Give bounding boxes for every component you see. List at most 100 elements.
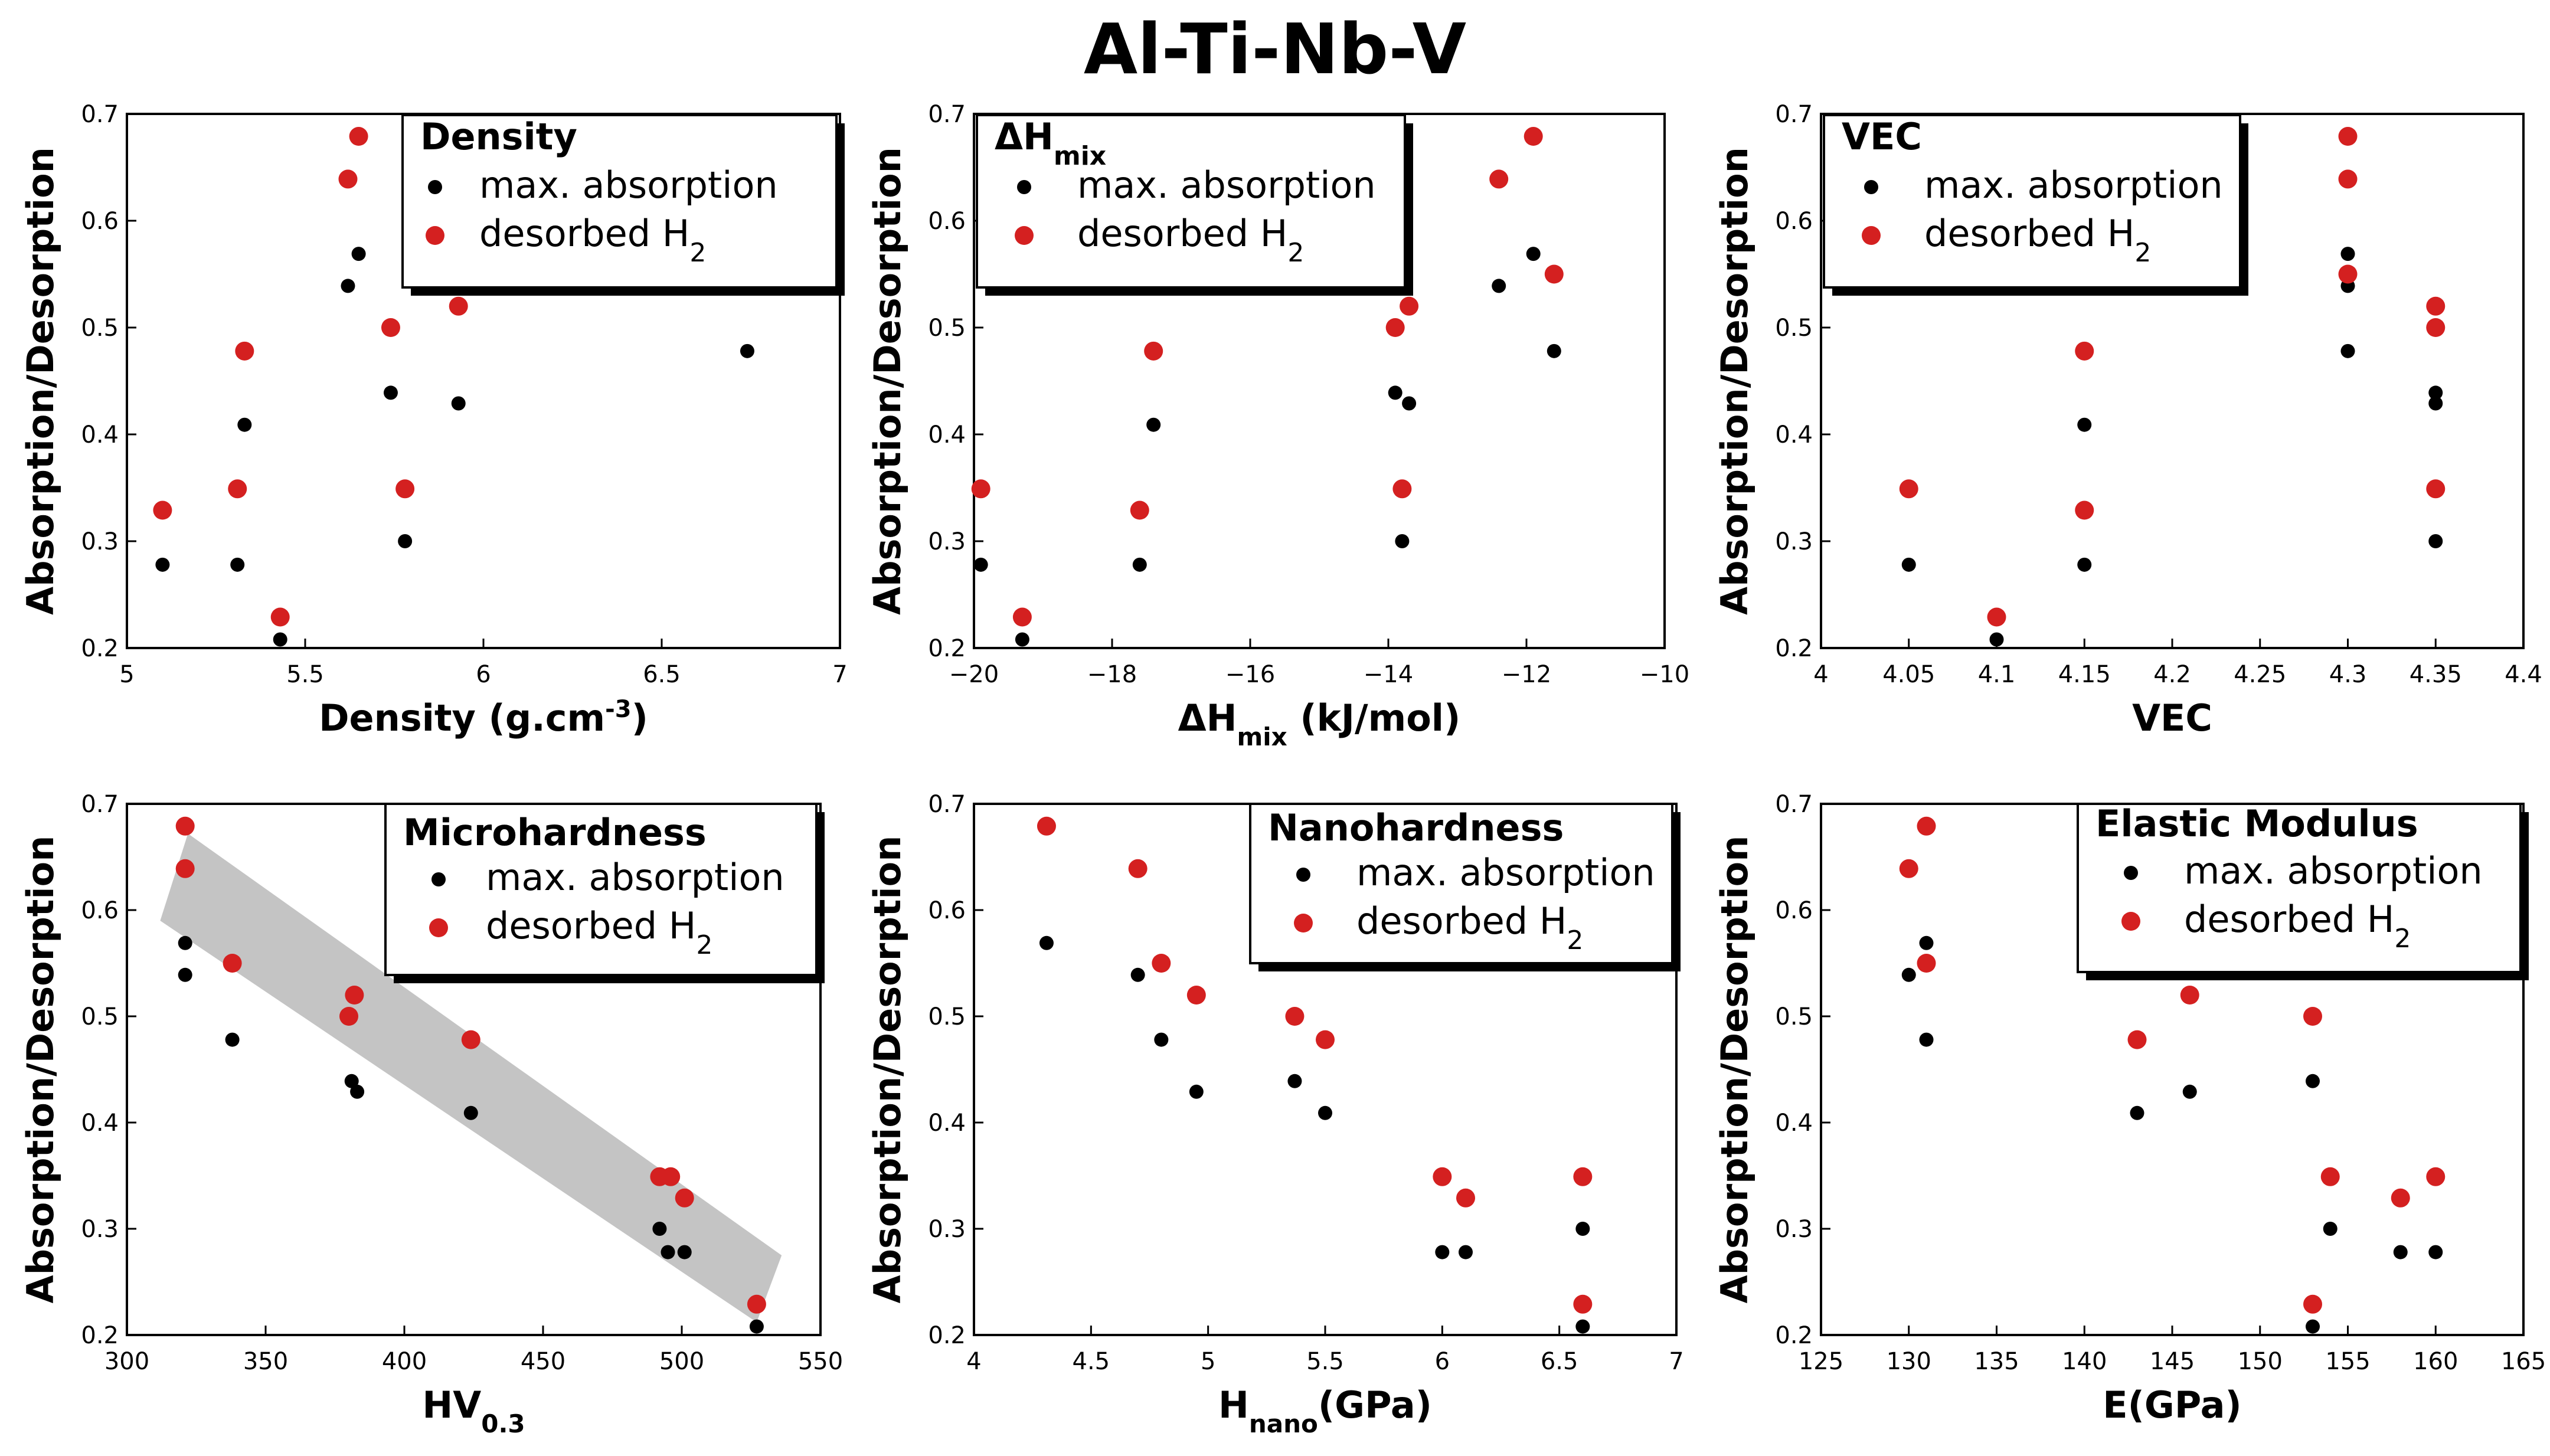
legend-absorption-marker xyxy=(431,872,446,886)
absorption-point xyxy=(383,385,398,400)
y-tick-label: 0.5 xyxy=(1775,1003,1813,1030)
legend-box xyxy=(976,114,1406,289)
x-axis-label: VEC xyxy=(2132,696,2212,740)
y-tick-label: 0.7 xyxy=(81,101,119,128)
desorbed-point xyxy=(2426,479,2446,499)
x-tick-label: 6.5 xyxy=(1541,1348,1578,1375)
legend-desorbed-marker xyxy=(2121,912,2140,931)
legend-desorbed-marker xyxy=(1862,226,1881,245)
y-tick-label: 0.2 xyxy=(81,635,119,662)
desorbed-point xyxy=(1917,954,1936,973)
legend-absorption-marker xyxy=(1864,180,1878,194)
absorption-point xyxy=(2428,534,2443,548)
legend-desorbed-marker xyxy=(1015,226,1034,245)
absorption-point xyxy=(1547,343,1561,358)
y-tick-label: 0.3 xyxy=(81,1216,119,1243)
legend-box xyxy=(401,114,838,289)
y-axis-label: Absorption/Desorption xyxy=(1713,147,1756,615)
y-tick-label: 0.2 xyxy=(928,1322,966,1349)
y-tick-label: 0.3 xyxy=(1775,1216,1813,1243)
y-tick-label: 0.4 xyxy=(928,421,966,449)
x-tick-label: −16 xyxy=(1225,661,1275,688)
trend-band xyxy=(160,833,782,1323)
absorption-point xyxy=(341,279,355,293)
x-tick-label: 150 xyxy=(2238,1348,2283,1375)
y-axis-label: Absorption/Desorption xyxy=(866,836,909,1304)
x-tick-label: 7 xyxy=(1669,1348,1683,1375)
absorption-point xyxy=(1402,396,1417,411)
absorption-point xyxy=(344,1074,359,1088)
x-tick-label: 5 xyxy=(119,661,134,688)
absorption-point xyxy=(2428,396,2443,411)
absorption-point xyxy=(1039,935,1054,950)
desorbed-point xyxy=(228,479,247,499)
legend-absorption-label: max. absorption xyxy=(1077,163,1376,207)
desorbed-point xyxy=(1899,859,1918,878)
y-tick-label: 0.5 xyxy=(81,1003,119,1030)
desorbed-point xyxy=(1392,479,1412,499)
absorption-point xyxy=(2340,343,2355,358)
desorbed-point xyxy=(235,341,254,361)
x-tick-label: 145 xyxy=(2150,1348,2195,1375)
y-axis-label: Absorption/Desorption xyxy=(866,147,909,615)
x-tick-label: 350 xyxy=(243,1348,288,1375)
legend-absorption-marker xyxy=(2124,866,2138,880)
absorption-point xyxy=(178,935,192,950)
y-tick-label: 0.6 xyxy=(81,897,119,924)
desorbed-point xyxy=(1128,859,1148,878)
desorbed-point xyxy=(1400,296,1419,316)
chart-panel-4: 300 350 400 450 500 550 0.2 0.3 0.4 0.5 0.6 0.7 HV0.… xyxy=(19,791,843,1438)
x-tick-label: 6.5 xyxy=(643,661,681,688)
desorbed-point xyxy=(2426,318,2446,337)
absorption-point xyxy=(1901,557,1916,572)
absorption-point xyxy=(1492,279,1506,293)
y-tick-label: 0.2 xyxy=(1775,635,1813,662)
absorption-point xyxy=(237,417,252,432)
y-axis-label: Absorption/Desorption xyxy=(19,147,62,615)
legend-absorption-label: max. absorption xyxy=(479,163,778,207)
desorbed-point xyxy=(1456,1188,1475,1208)
y-tick-label: 0.5 xyxy=(928,315,966,342)
absorption-point xyxy=(652,1222,667,1236)
chart-panel-3: 4 4.05 4.1 4.15 4.2 4.25 4.3 4.35 4.4 0.2 0.3 0.4 0.… xyxy=(1713,101,2542,740)
chart-panel-2: −20 −18 −16 −14 −12 −10 0.2 0.3 0.4 0.5 0.6 0.7 ΔHmi… xyxy=(866,101,1689,751)
desorbed-point xyxy=(381,318,400,337)
y-tick-label: 0.4 xyxy=(1775,1110,1813,1137)
legend-desorbed-label: desorbed H2 xyxy=(2184,898,2411,954)
x-tick-label: −14 xyxy=(1364,661,1413,688)
desorbed-point xyxy=(1316,1030,1335,1049)
absorption-point xyxy=(973,557,988,572)
desorbed-point xyxy=(2303,1294,2322,1314)
y-tick-label: 0.2 xyxy=(1775,1322,1813,1349)
legend-box xyxy=(1823,114,2241,289)
absorption-point xyxy=(178,967,192,982)
desorbed-point xyxy=(2180,986,2199,1005)
x-axis-label: E(GPa) xyxy=(2103,1383,2242,1426)
desorbed-point xyxy=(395,479,415,499)
legend-absorption-marker xyxy=(428,180,442,194)
y-tick-label: 0.6 xyxy=(928,208,966,235)
desorbed-point xyxy=(2338,127,2358,146)
legend-title: Microhardness xyxy=(403,811,707,854)
legend-box xyxy=(2077,803,2522,973)
legend-box xyxy=(1249,803,1673,964)
desorbed-point xyxy=(1144,341,1163,361)
absorption-point xyxy=(740,343,754,358)
absorption-point xyxy=(1318,1105,1332,1120)
y-tick-label: 0.2 xyxy=(81,1322,119,1349)
desorbed-point xyxy=(338,169,358,189)
x-axis-label: ΔHmix (kJ/mol) xyxy=(1178,696,1461,751)
desorbed-point xyxy=(1573,1294,1593,1314)
absorption-point xyxy=(2323,1222,2338,1236)
absorption-point xyxy=(1901,967,1916,982)
legend-desorbed-label: desorbed H2 xyxy=(1077,212,1304,268)
x-tick-label: 400 xyxy=(382,1348,427,1375)
desorbed-point xyxy=(661,1167,681,1186)
x-tick-label: 7 xyxy=(832,661,847,688)
legend-desorbed-label: desorbed H2 xyxy=(486,904,712,960)
x-tick-label: −20 xyxy=(949,661,999,688)
absorption-point xyxy=(1989,632,2004,647)
desorbed-point xyxy=(1917,816,1936,836)
y-axis-label: Absorption/Desorption xyxy=(19,836,62,1304)
absorption-point xyxy=(1919,935,1934,950)
